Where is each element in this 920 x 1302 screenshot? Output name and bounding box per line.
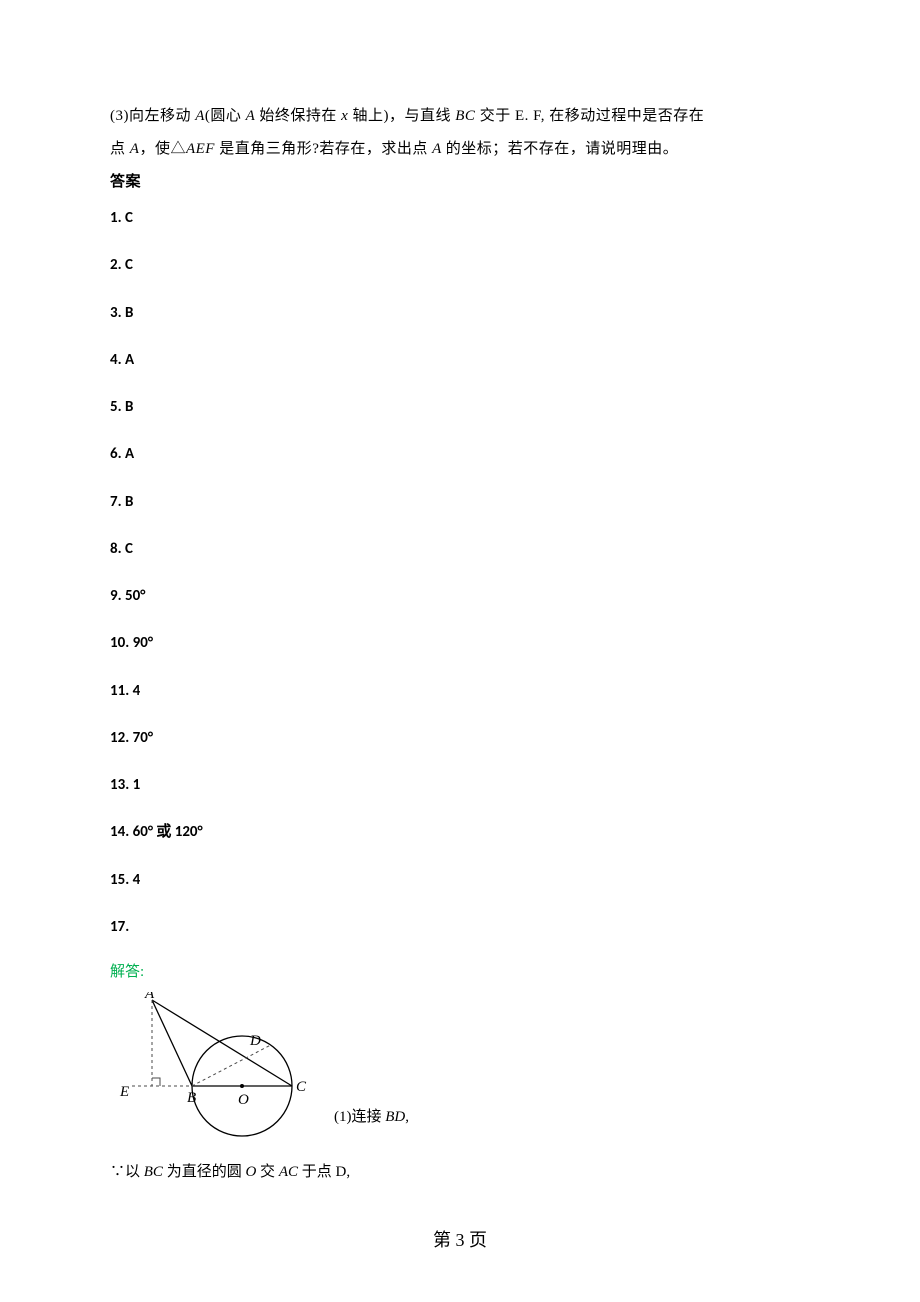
answer-val: 90° bbox=[129, 634, 153, 652]
answer-item: 12. 70° bbox=[110, 715, 810, 762]
answer-val: B bbox=[122, 493, 134, 511]
text: 交于 E. bbox=[480, 108, 533, 124]
var-BC: BC bbox=[455, 108, 479, 124]
answer-num: 9. bbox=[110, 587, 122, 605]
var-A: A bbox=[195, 108, 205, 124]
var-AEF: AEF bbox=[186, 141, 219, 157]
answer-item: 17. bbox=[110, 904, 810, 951]
answer-val: A bbox=[122, 351, 134, 369]
answer-item: 5. B bbox=[110, 384, 810, 431]
answer-item: 15. 4 bbox=[110, 857, 810, 904]
text: 为直径的圆 bbox=[167, 1164, 246, 1180]
problem-line-1: (3)向左移动 A(圆心 A 始终保持在 x 轴上)，与直线 BC 交于 E. … bbox=[110, 100, 810, 133]
text: , bbox=[405, 1109, 409, 1125]
answer-heading: 答案 bbox=[110, 168, 810, 195]
text: 始终保持在 bbox=[259, 108, 341, 124]
answer-num: 5. bbox=[110, 398, 122, 416]
answer-item: 7. B bbox=[110, 479, 810, 526]
answer-num: 8. bbox=[110, 540, 122, 558]
page-number: 3 bbox=[456, 1230, 465, 1250]
answer-item: 2. C bbox=[110, 242, 810, 289]
proof-line: ∵以 BC 为直径的圆 O 交 AC 于点 D, bbox=[110, 1157, 810, 1187]
footer-prefix: 第 bbox=[433, 1230, 456, 1250]
svg-text:D: D bbox=[249, 1033, 261, 1049]
answer-num: 13. bbox=[110, 776, 129, 794]
answer-val: 70° bbox=[129, 729, 153, 747]
answer-num: 7. bbox=[110, 493, 122, 511]
answer-item: 9. 50° bbox=[110, 573, 810, 620]
text: 于点 D, bbox=[302, 1164, 350, 1180]
answer-num: 10. bbox=[110, 634, 129, 652]
diagram-caption: (1)连接 BD, bbox=[330, 1105, 409, 1142]
answer-item: 14. 60° 或 120° bbox=[110, 809, 810, 856]
geometry-diagram: A B C D E O bbox=[110, 992, 330, 1142]
answer-item: 11. 4 bbox=[110, 668, 810, 715]
answer-item: 8. C bbox=[110, 526, 810, 573]
answer-num: 3. bbox=[110, 304, 122, 322]
problem-line-2: 点 A，使△AEF 是直角三角形?若存在，求出点 A 的坐标；若不存在，请说明理… bbox=[110, 133, 810, 166]
answer-num: 17. bbox=[110, 918, 129, 936]
var-O: O bbox=[245, 1164, 260, 1180]
svg-text:C: C bbox=[296, 1079, 307, 1095]
text: ，使△ bbox=[139, 141, 186, 157]
text: F, 在移动过程中是否存在 bbox=[533, 108, 704, 124]
answer-num: 2. bbox=[110, 256, 122, 274]
text: (3)向左移动 bbox=[110, 108, 195, 124]
var-AC: AC bbox=[279, 1164, 302, 1180]
var-A: A bbox=[432, 141, 446, 157]
solution-label: 解答: bbox=[110, 961, 810, 984]
diagram-row: A B C D E O (1)连接 BD, bbox=[110, 992, 810, 1142]
var-BD: BD bbox=[385, 1109, 405, 1125]
answer-val: 60° 或 120° bbox=[129, 823, 202, 841]
answer-val: 4 bbox=[129, 682, 140, 700]
svg-text:A: A bbox=[144, 992, 155, 1002]
answer-val: 1 bbox=[129, 776, 140, 794]
answer-val: C bbox=[122, 209, 133, 227]
text: ∵以 bbox=[110, 1164, 144, 1180]
page-footer: 第 3 页 bbox=[0, 1226, 920, 1252]
answer-val: 4 bbox=[129, 871, 140, 889]
svg-text:B: B bbox=[187, 1090, 196, 1106]
text: 点 bbox=[110, 141, 130, 157]
svg-text:E: E bbox=[119, 1084, 129, 1100]
answer-val: B bbox=[122, 398, 134, 416]
answer-num: 1. bbox=[110, 209, 122, 227]
answer-val: A bbox=[122, 445, 134, 463]
answer-num: 14. bbox=[110, 823, 129, 841]
answer-val: B bbox=[122, 304, 134, 322]
text: 是直角三角形?若存在，求出点 bbox=[219, 141, 432, 157]
answer-item: 13. 1 bbox=[110, 762, 810, 809]
var-A: A bbox=[130, 141, 140, 157]
footer-suffix: 页 bbox=[465, 1230, 488, 1250]
answer-list: 1. C 2. C 3. B 4. A 5. B 6. A 7. B 8. C … bbox=[110, 195, 810, 951]
answer-num: 4. bbox=[110, 351, 122, 369]
answer-item: 1. C bbox=[110, 195, 810, 242]
answer-item: 4. A bbox=[110, 337, 810, 384]
answer-val: C bbox=[122, 256, 133, 274]
var-BC: BC bbox=[144, 1164, 167, 1180]
var-x: x bbox=[341, 108, 352, 124]
answer-num: 11. bbox=[110, 682, 129, 700]
answer-num: 12. bbox=[110, 729, 129, 747]
text: 轴上)，与直线 bbox=[353, 108, 456, 124]
text: (1)连接 bbox=[334, 1109, 385, 1125]
var-A: A bbox=[246, 108, 260, 124]
answer-val: C bbox=[122, 540, 133, 558]
text: (圆心 bbox=[205, 108, 246, 124]
text: 的坐标；若不存在，请说明理由。 bbox=[446, 141, 679, 157]
text: 交 bbox=[260, 1164, 279, 1180]
answer-num: 15. bbox=[110, 871, 129, 889]
answer-item: 6. A bbox=[110, 431, 810, 478]
answer-val: 50° bbox=[122, 587, 146, 605]
svg-text:O: O bbox=[238, 1092, 249, 1108]
answer-item: 10. 90° bbox=[110, 620, 810, 667]
answer-item: 3. B bbox=[110, 290, 810, 337]
answer-num: 6. bbox=[110, 445, 122, 463]
